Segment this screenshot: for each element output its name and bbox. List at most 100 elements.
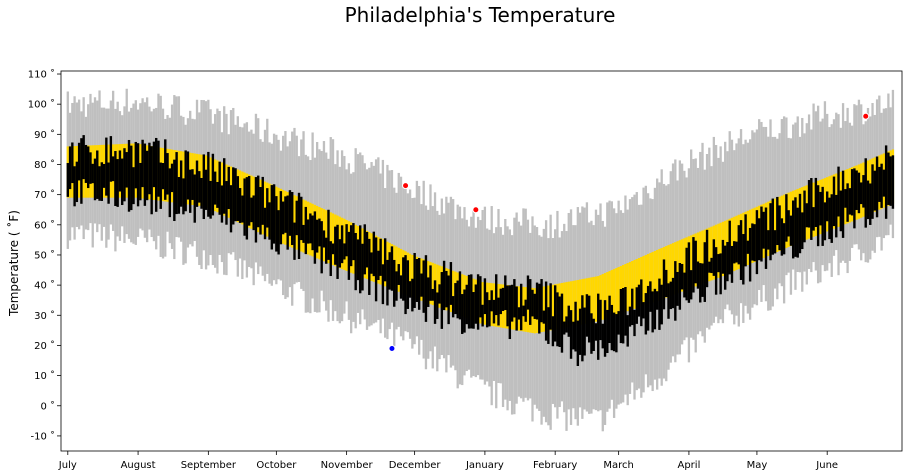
- normal-bar: [683, 238, 686, 291]
- actual-bar: [313, 211, 317, 264]
- actual-bar: [642, 302, 645, 319]
- actual-bar: [243, 178, 246, 236]
- actual-bar: [796, 207, 799, 258]
- actual-bar: [610, 304, 614, 351]
- record-markers: [388, 112, 870, 352]
- actual-bar: [655, 291, 659, 310]
- normal-bar: [329, 212, 332, 265]
- actual-bar: [91, 163, 94, 184]
- plot-frame: [60, 70, 903, 452]
- actual-bar: [193, 174, 196, 223]
- x-tick-label: February: [533, 460, 577, 471]
- normal-bar: [610, 270, 613, 317]
- actual-bar: [200, 177, 203, 209]
- actual-bar: [130, 145, 133, 211]
- x-tick-label: April: [677, 460, 700, 471]
- actual-bar: [474, 284, 478, 324]
- normal-bar: [767, 201, 770, 256]
- actual-bar: [417, 258, 421, 310]
- actual-bar: [268, 202, 271, 240]
- actual-bar: [748, 227, 752, 282]
- actual-bar: [374, 237, 378, 302]
- x-tick-label: January: [465, 460, 504, 471]
- actual-bar: [649, 281, 652, 312]
- actual-bar: [699, 263, 702, 303]
- actual-bar: [495, 274, 498, 316]
- actual-bar: [878, 166, 881, 202]
- actual-bar: [608, 295, 611, 344]
- actual-bar: [229, 185, 233, 233]
- record-high-point: [472, 206, 480, 214]
- actual-bar: [680, 263, 684, 290]
- actual-bar: [304, 206, 308, 255]
- actual-bar: [379, 238, 382, 276]
- actual-bar: [739, 220, 743, 280]
- actual-bar: [803, 190, 806, 243]
- normal-bar: [177, 150, 181, 204]
- actual-bar: [517, 307, 521, 320]
- actual-bar: [87, 146, 90, 189]
- actual-bar: [213, 171, 217, 205]
- actual-bar: [651, 291, 654, 333]
- actual-bar: [284, 196, 287, 233]
- normal-bar: [599, 275, 602, 321]
- actual-bar: [823, 202, 827, 241]
- actual-bar: [678, 263, 682, 310]
- actual-bar: [848, 188, 852, 215]
- actual-bar: [179, 160, 183, 207]
- actual-bar: [526, 275, 530, 310]
- actual-bar: [177, 177, 181, 214]
- normal-bar: [481, 282, 484, 325]
- actual-bar: [288, 190, 292, 236]
- actual-bar: [393, 259, 396, 307]
- normal-bar: [676, 241, 679, 294]
- actual-bar: [701, 263, 704, 297]
- actual-bar: [767, 230, 770, 250]
- actual-bar: [402, 257, 405, 301]
- normal-bar: [408, 253, 412, 297]
- actual-bar: [356, 239, 360, 281]
- normal-bar: [601, 274, 604, 320]
- actual-bar: [359, 225, 362, 294]
- actual-bar: [327, 209, 330, 260]
- actual-bar: [118, 150, 122, 192]
- actual-bar: [669, 281, 672, 310]
- actual-bar: [535, 282, 539, 320]
- actual-bar: [279, 191, 283, 245]
- normal-bar: [642, 255, 645, 306]
- actual-bar: [139, 162, 142, 201]
- actual-bar: [347, 231, 351, 280]
- actual-bar: [472, 292, 475, 329]
- actual-bar: [272, 184, 276, 244]
- actual-bar: [223, 158, 226, 214]
- normal-bar: [331, 213, 335, 266]
- actual-bar: [89, 152, 92, 184]
- actual-bar: [884, 145, 888, 219]
- actual-bar: [853, 168, 856, 229]
- actual-bar: [667, 283, 670, 319]
- normal-bar: [699, 231, 702, 285]
- actual-bar: [173, 159, 176, 222]
- actual-bar: [508, 285, 512, 340]
- actual-bar: [433, 280, 437, 324]
- actual-bar: [100, 162, 103, 201]
- actual-bar: [125, 152, 128, 188]
- actual-bar: [531, 289, 534, 317]
- actual-bar: [297, 192, 301, 260]
- actual-bar: [687, 242, 691, 303]
- actual-bar: [456, 280, 459, 319]
- actual-bar: [538, 283, 541, 334]
- actual-bar: [238, 188, 242, 223]
- normal-bar: [701, 230, 704, 284]
- actual-bar: [871, 164, 874, 219]
- actual-bar: [506, 285, 509, 327]
- actual-bar: [597, 293, 600, 360]
- normal-bar: [708, 227, 711, 282]
- actual-bar: [114, 151, 117, 206]
- actual-bar: [830, 194, 833, 243]
- actual-bar: [855, 170, 858, 210]
- actual-bar: [501, 287, 505, 311]
- actual-bar: [71, 142, 74, 184]
- actual-bar: [159, 162, 162, 209]
- actual-bar: [880, 163, 883, 208]
